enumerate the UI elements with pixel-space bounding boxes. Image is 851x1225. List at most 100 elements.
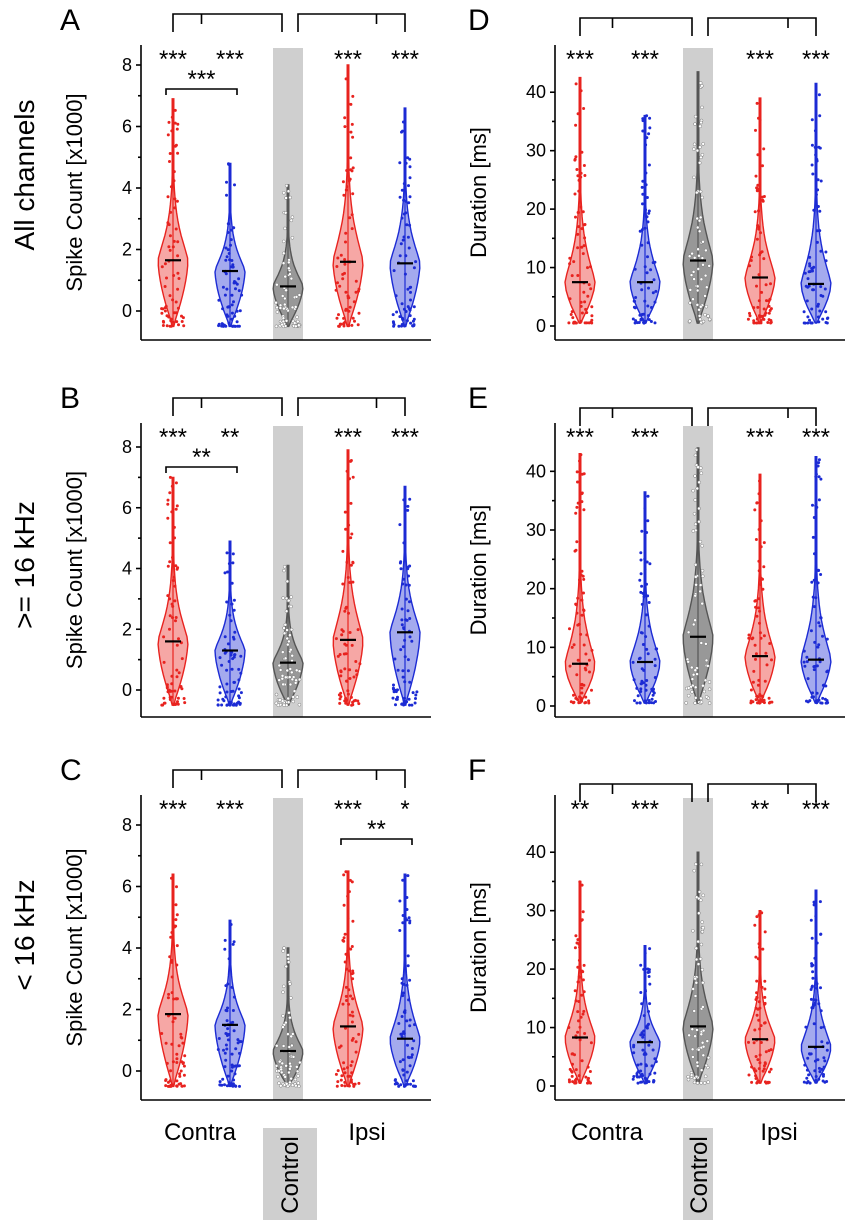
data-point — [814, 504, 818, 508]
data-point — [183, 701, 187, 705]
data-point — [589, 1041, 593, 1045]
data-point — [224, 695, 228, 699]
data-point — [638, 229, 642, 233]
significance-label: *** — [566, 424, 594, 451]
significance-label: *** — [631, 46, 659, 73]
data-point — [231, 689, 235, 693]
data-point — [401, 120, 405, 124]
data-point — [280, 294, 285, 298]
data-point — [407, 916, 411, 920]
y-tick-label: 40 — [526, 82, 546, 102]
data-point — [414, 260, 418, 264]
data-point — [227, 162, 231, 166]
data-point — [402, 541, 406, 545]
data-point — [170, 975, 174, 979]
data-point — [652, 701, 656, 705]
data-point — [646, 304, 650, 308]
data-point — [571, 1062, 574, 1066]
data-point — [344, 77, 348, 81]
data-point — [757, 273, 761, 277]
data-point — [348, 581, 352, 584]
data-point — [763, 930, 767, 934]
data-point — [170, 674, 174, 678]
data-point — [348, 969, 352, 973]
data-point — [229, 619, 233, 623]
data-point — [755, 979, 759, 983]
data-point — [764, 651, 768, 655]
data-point — [346, 1066, 349, 1070]
data-point — [753, 1028, 757, 1032]
data-point — [226, 1006, 229, 1010]
data-point — [758, 315, 762, 319]
data-point — [291, 699, 295, 704]
data-point — [810, 580, 814, 584]
data-point — [173, 1016, 177, 1020]
data-point — [568, 627, 571, 631]
data-point — [639, 991, 643, 994]
data-point — [808, 318, 811, 322]
data-point — [349, 947, 353, 951]
data-point — [297, 677, 302, 682]
data-point — [755, 915, 759, 919]
data-point — [574, 603, 578, 607]
data-point — [693, 474, 697, 478]
data-point — [699, 1081, 703, 1085]
data-point — [653, 664, 657, 668]
data-point — [291, 1032, 295, 1036]
data-point — [707, 701, 712, 705]
data-point — [802, 310, 806, 314]
data-point — [576, 658, 580, 662]
data-point — [582, 990, 586, 994]
data-point — [343, 262, 347, 266]
data-point — [230, 1069, 234, 1073]
data-point — [231, 552, 235, 556]
data-point — [813, 640, 817, 644]
data-point — [357, 289, 360, 293]
data-point — [216, 703, 220, 707]
data-point — [344, 605, 348, 609]
data-point — [645, 1064, 648, 1068]
data-point — [229, 1021, 233, 1025]
data-point — [180, 657, 184, 661]
data-point — [584, 695, 588, 699]
data-point — [684, 701, 688, 705]
y-axis-label: Duration [ms] — [466, 505, 491, 636]
data-point — [174, 903, 178, 907]
data-point — [757, 299, 761, 303]
data-point — [816, 1058, 820, 1062]
data-point — [697, 890, 702, 894]
data-point — [819, 986, 822, 990]
data-point — [277, 663, 282, 668]
data-point — [413, 1084, 417, 1088]
data-point — [297, 323, 301, 327]
data-point — [700, 601, 704, 606]
data-point — [757, 1067, 761, 1071]
data-point — [231, 703, 235, 707]
data-point — [767, 311, 771, 315]
data-point — [824, 684, 828, 688]
data-point — [171, 115, 175, 119]
significance-label: *** — [566, 46, 594, 73]
data-point — [826, 316, 830, 320]
data-point — [275, 282, 279, 287]
data-point — [583, 223, 587, 226]
data-point — [652, 691, 656, 695]
data-point — [168, 955, 172, 959]
data-point — [404, 583, 408, 587]
data-point — [582, 472, 586, 476]
data-point — [408, 703, 411, 707]
data-point — [652, 278, 656, 282]
data-point — [230, 1065, 234, 1069]
data-point — [172, 274, 176, 277]
data-point — [580, 311, 584, 315]
data-point — [701, 683, 705, 688]
data-point — [174, 703, 177, 706]
data-point — [826, 1041, 829, 1045]
data-point — [180, 314, 183, 318]
data-point — [568, 262, 572, 266]
data-point — [339, 674, 343, 678]
data-point — [161, 324, 165, 327]
significance-label: *** — [391, 46, 419, 73]
y-tick-label: 20 — [526, 199, 546, 219]
data-point — [287, 266, 291, 271]
